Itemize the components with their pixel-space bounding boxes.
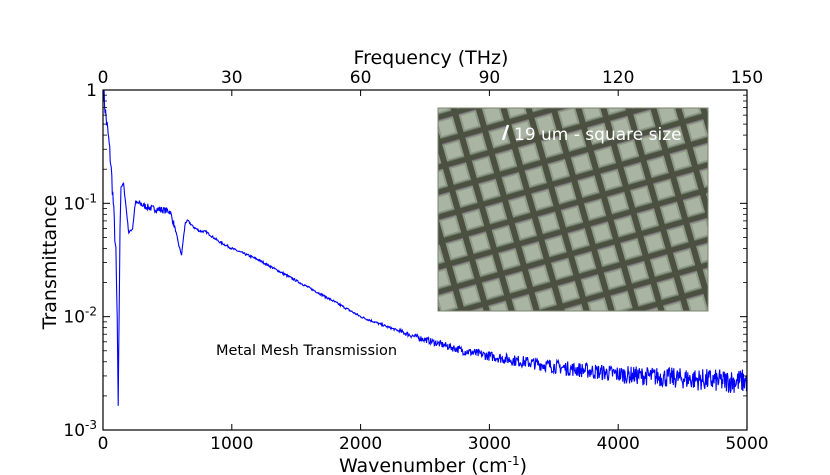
x-tick-label: 2000 [339, 434, 382, 454]
x-tick-label: 0 [98, 434, 109, 454]
x-tick-label: 4000 [597, 434, 640, 454]
mesh-micrograph-inset: 19 um - square size [437, 107, 709, 312]
series-line [103, 90, 747, 406]
top-x-tick-label: 90 [479, 68, 501, 88]
x-axis-title: Wavenumber (cm-1) [339, 454, 527, 475]
x-tick-label: 1000 [210, 434, 253, 454]
top-x-axis-title: Frequency (THz) [354, 47, 509, 69]
top-x-tick-label: 150 [731, 68, 763, 88]
top-x-tick-label: 120 [602, 68, 634, 88]
y-tick-label: 1 [86, 81, 97, 101]
inset-scale-label: 19 um - square size [514, 125, 682, 145]
top-x-tick-label: 30 [221, 68, 243, 88]
top-x-tick-label: 0 [98, 68, 109, 88]
y-tick-label: 10-2 [63, 305, 97, 328]
plot-area [102, 89, 748, 431]
series-annotation: Metal Mesh Transmission [216, 343, 397, 359]
x-tick-label: 5000 [725, 434, 768, 454]
x-tick-label: 3000 [468, 434, 511, 454]
y-tick-label: 10-1 [63, 191, 97, 214]
y-axis-title: Transmittance [39, 195, 61, 331]
y-tick-label: 10-3 [63, 418, 97, 441]
top-x-tick-label: 60 [350, 68, 372, 88]
scale-bar-icon [501, 124, 510, 141]
